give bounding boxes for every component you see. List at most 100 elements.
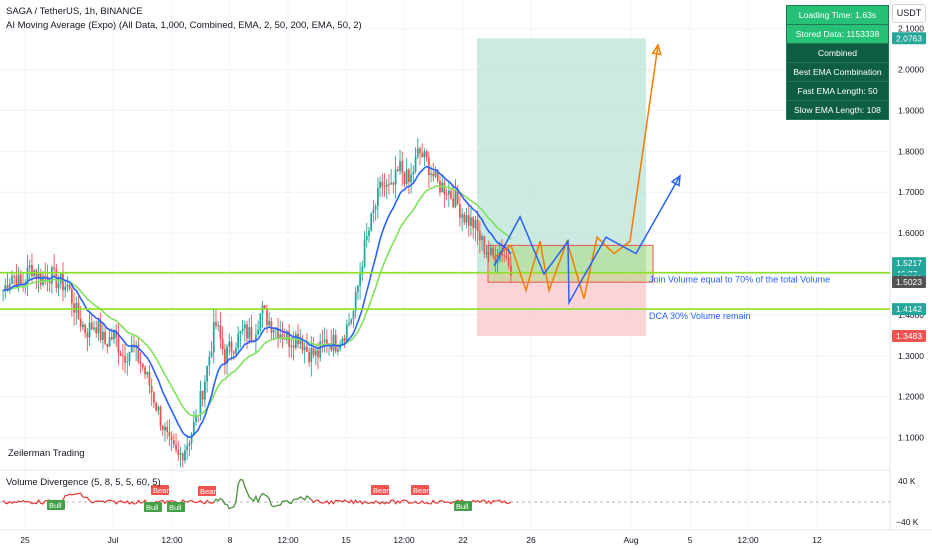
candle-body: [314, 350, 317, 356]
target-zone[interactable]: [477, 38, 646, 274]
candle-body: [343, 338, 346, 342]
mode-cell: Combined: [787, 44, 888, 63]
candle-body: [341, 338, 344, 344]
candle-body: [70, 288, 73, 304]
time-tick-label: 12:00: [161, 535, 183, 545]
price-tick-label: 2.1000: [898, 24, 924, 34]
candle-body: [124, 356, 126, 363]
candle-body: [365, 235, 368, 240]
signal-badge: [167, 502, 185, 512]
currency-button[interactable]: USDT: [892, 4, 926, 23]
stop-zone[interactable]: [477, 273, 646, 337]
dca-annotation[interactable]: DCA 30% Volume remain: [649, 311, 751, 321]
candle-body: [325, 339, 328, 345]
candles: [2, 137, 512, 468]
candle-body: [425, 151, 428, 158]
candle-body: [73, 303, 75, 313]
projection-orange[interactable]: [493, 44, 659, 299]
candle-body: [4, 285, 7, 291]
candle-body: [463, 214, 466, 223]
candle-body: [164, 426, 166, 431]
candle-body: [86, 332, 89, 338]
time-tick-label: Jul: [108, 535, 119, 545]
best-ema-cell: Best EMA Combination: [787, 63, 888, 82]
signal-badge-label: Bear: [200, 487, 216, 496]
watermark: Zeilerman Trading: [8, 448, 85, 459]
signal-badge: [144, 502, 162, 512]
candle-body: [68, 285, 71, 289]
signal-badge-label: Bull: [49, 501, 62, 510]
candle-body: [392, 182, 395, 185]
candle-body: [246, 324, 248, 339]
candle-body: [219, 325, 222, 339]
candle-body: [146, 372, 149, 375]
candle-body: [113, 330, 115, 340]
candle-body: [212, 322, 215, 353]
candle-body: [381, 181, 384, 187]
candle-body: [443, 182, 446, 195]
price-tag: [892, 257, 926, 270]
candle-body: [492, 247, 495, 256]
time-tick-label: 12: [812, 535, 822, 545]
candle-body: [306, 346, 308, 352]
candle-body: [217, 325, 220, 327]
candle-body: [357, 285, 359, 292]
candle-body: [421, 153, 424, 158]
candle-body: [210, 352, 213, 357]
candle-body: [137, 345, 140, 362]
candle-body: [401, 161, 404, 173]
candle-body: [166, 426, 169, 432]
candle-body: [259, 313, 262, 330]
candle-body: [130, 344, 133, 352]
candle-body: [503, 255, 506, 257]
candle-body: [48, 281, 51, 284]
projection-blue[interactable]: [493, 175, 681, 306]
candle-body: [374, 206, 377, 210]
candle-body: [467, 215, 470, 226]
candle-body: [235, 347, 237, 354]
candle-body: [450, 190, 452, 199]
candle-body: [168, 431, 171, 437]
candle-body: [510, 265, 512, 276]
candle-body: [64, 286, 67, 291]
candle-body: [62, 273, 64, 291]
arrowhead-orange-icon: [651, 43, 662, 56]
price-tag-label: 2.0763: [896, 33, 922, 43]
price-tag-label: 1.5023: [896, 277, 922, 287]
candle-body: [26, 267, 29, 283]
volume-axis-label: −40 K: [896, 517, 919, 527]
candle-body: [84, 324, 87, 333]
candle-body: [110, 337, 113, 340]
candle-body: [507, 257, 510, 266]
candle-body: [75, 302, 78, 313]
candle-body: [204, 381, 206, 400]
candle-body: [434, 170, 437, 177]
candle-body: [184, 450, 186, 461]
join-annotation[interactable]: Join Volume equal to 70% of the total Vo…: [649, 275, 830, 285]
candle-body: [330, 343, 333, 351]
time-tick-label: 25: [20, 535, 30, 545]
price-tag-label: 1.4142: [896, 304, 922, 314]
price-tick-label: 1.2000: [898, 392, 924, 402]
candle-body: [363, 239, 366, 267]
candle-body: [496, 259, 499, 264]
volume-divergence-legend[interactable]: Volume Divergence (5, 8, 5, 5, 60, 5): [6, 477, 161, 488]
candle-body: [485, 252, 488, 254]
price-tick-label: 1.7000: [898, 187, 924, 197]
indicator-legend[interactable]: AI Moving Average (Expo) (All Data, 1,00…: [6, 20, 362, 31]
candle-body: [104, 331, 106, 344]
candle-body: [199, 390, 202, 416]
candle-body: [423, 151, 426, 158]
candle-body: [390, 182, 393, 185]
candle-body: [266, 307, 268, 326]
arrowhead-blue-icon: [670, 174, 681, 187]
candle-body: [396, 169, 399, 172]
candle-body: [223, 349, 226, 364]
candle-body: [323, 339, 326, 342]
time-tick-label: 12:00: [393, 535, 415, 545]
candle-body: [470, 217, 472, 226]
symbol-title[interactable]: SAGA / TetherUS, 1h, BINANCE: [6, 6, 143, 17]
volume-axis-label: 40 K: [898, 476, 916, 486]
candle-body: [359, 274, 361, 286]
